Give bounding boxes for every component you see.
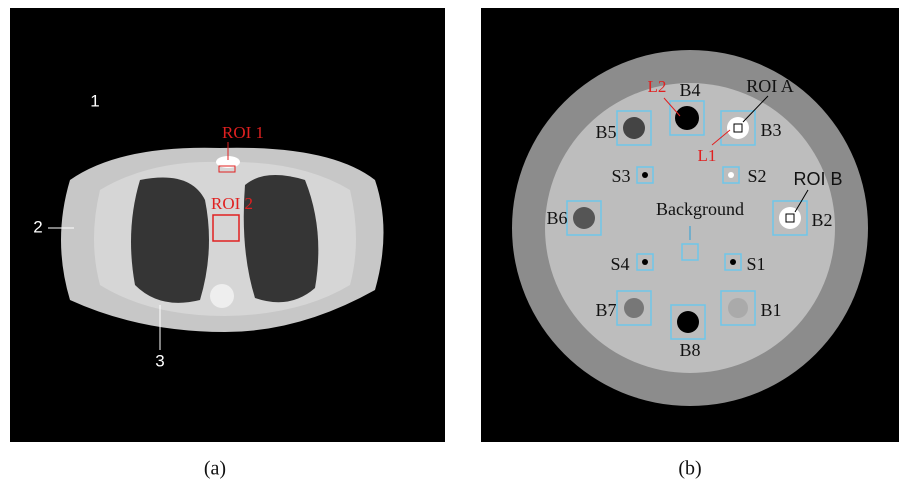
- label: B6: [546, 208, 567, 228]
- label: Background: [656, 199, 744, 219]
- label: ROI A: [746, 76, 794, 96]
- lung-left: [131, 178, 209, 303]
- insert: [573, 207, 595, 229]
- insert: [623, 117, 645, 139]
- insert: [727, 117, 749, 139]
- label: 1: [90, 91, 99, 110]
- insert: [677, 311, 699, 333]
- label: B7: [595, 300, 616, 320]
- label: B4: [679, 80, 700, 100]
- label: B5: [595, 122, 616, 142]
- insert: [728, 172, 734, 178]
- insert: [730, 259, 736, 265]
- spine: [210, 284, 234, 308]
- label: B8: [679, 340, 700, 360]
- label: ROI B: [793, 169, 842, 189]
- label: S4: [610, 254, 629, 274]
- label: S2: [747, 166, 766, 186]
- label: ROI 2: [211, 194, 253, 213]
- caption: (a): [204, 458, 226, 480]
- lung-right: [244, 175, 319, 302]
- insert: [675, 106, 699, 130]
- label: 2: [33, 217, 42, 236]
- insert: [624, 298, 644, 318]
- label: ROI 1: [222, 123, 264, 142]
- label: B2: [811, 210, 832, 230]
- label: L2: [648, 77, 667, 96]
- insert: [728, 298, 748, 318]
- label: S3: [611, 166, 630, 186]
- figure: 1 2 3 ROI 1 ROI 2 (a) L2 B4 ROI A B5 B3 …: [0, 0, 908, 491]
- label: B1: [760, 300, 781, 320]
- label: 3: [155, 351, 164, 370]
- insert: [642, 172, 648, 178]
- label: B3: [760, 120, 781, 140]
- caption: (b): [678, 458, 701, 480]
- label: L1: [698, 146, 717, 165]
- insert: [642, 259, 648, 265]
- insert: [779, 207, 801, 229]
- label: S1: [746, 254, 765, 274]
